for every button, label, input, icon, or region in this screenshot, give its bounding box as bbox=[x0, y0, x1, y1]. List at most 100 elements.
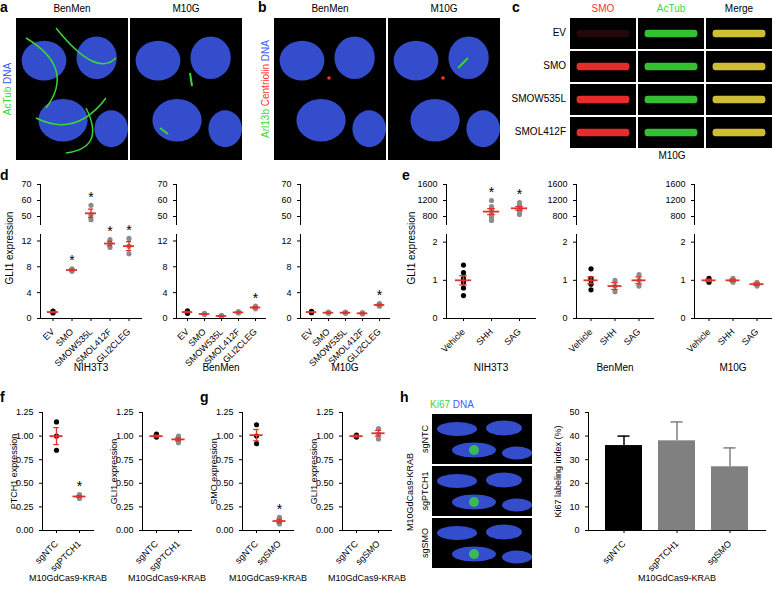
svg-text:1: 1 bbox=[680, 275, 685, 285]
svg-text:2: 2 bbox=[680, 237, 685, 247]
svg-text:SMO: SMO bbox=[310, 326, 332, 349]
svg-text:*: * bbox=[277, 501, 283, 517]
svg-text:60: 60 bbox=[157, 195, 167, 205]
svg-text:0: 0 bbox=[162, 313, 167, 323]
svg-text:1: 1 bbox=[562, 275, 567, 285]
svg-text:0: 0 bbox=[286, 313, 291, 323]
svg-text:1600: 1600 bbox=[665, 179, 685, 189]
svg-text:Ki67 labeling index (%): Ki67 labeling index (%) bbox=[553, 425, 563, 517]
svg-text:70: 70 bbox=[281, 179, 291, 189]
svg-text:sgSMO: sgSMO bbox=[354, 539, 382, 567]
svg-text:0: 0 bbox=[574, 525, 579, 535]
svg-text:*: * bbox=[253, 290, 259, 306]
svg-text:4: 4 bbox=[26, 288, 31, 298]
svg-text:0: 0 bbox=[432, 313, 437, 323]
svg-text:SHH: SHH bbox=[716, 327, 737, 348]
svg-text:1200: 1200 bbox=[417, 195, 437, 205]
svg-text:*: * bbox=[377, 287, 383, 303]
svg-text:sgPTCH1: sgPTCH1 bbox=[48, 539, 83, 574]
svg-text:8: 8 bbox=[286, 262, 291, 272]
svg-text:SAG: SAG bbox=[740, 327, 761, 348]
svg-text:SMOW535L: SMOW535L bbox=[183, 326, 225, 369]
svg-text:4: 4 bbox=[162, 288, 167, 298]
svg-text:SMOL412F: SMOL412F bbox=[326, 326, 366, 367]
svg-text:Vehicle: Vehicle bbox=[439, 327, 467, 355]
svg-text:10: 10 bbox=[569, 502, 579, 512]
svg-text:800: 800 bbox=[552, 211, 567, 221]
svg-text:0.00: 0.00 bbox=[116, 525, 134, 535]
svg-text:SMO expression: SMO expression bbox=[209, 438, 219, 505]
svg-text:1600: 1600 bbox=[547, 179, 567, 189]
svg-text:1200: 1200 bbox=[547, 195, 567, 205]
svg-text:0.00: 0.00 bbox=[216, 525, 234, 535]
svg-text:70: 70 bbox=[21, 179, 31, 189]
svg-text:sgPTCH1: sgPTCH1 bbox=[147, 539, 182, 574]
svg-text:0.00: 0.00 bbox=[316, 525, 334, 535]
svg-text:60: 60 bbox=[281, 195, 291, 205]
svg-text:2: 2 bbox=[562, 237, 567, 247]
svg-text:GLI2CLEG: GLI2CLEG bbox=[221, 327, 259, 365]
svg-text:sgNTC: sgNTC bbox=[333, 538, 360, 566]
svg-text:GLI1 expression: GLI1 expression bbox=[309, 439, 319, 505]
svg-text:SMO: SMO bbox=[53, 326, 76, 349]
svg-text:SHH: SHH bbox=[598, 327, 619, 348]
svg-text:SAG: SAG bbox=[502, 327, 523, 348]
svg-text:SMOW535L: SMOW535L bbox=[307, 326, 349, 369]
svg-text:*: * bbox=[489, 184, 495, 200]
svg-text:1200: 1200 bbox=[665, 195, 685, 205]
svg-text:sgNTC: sgNTC bbox=[601, 538, 628, 565]
svg-text:8: 8 bbox=[162, 262, 167, 272]
svg-text:SMOW535L: SMOW535L bbox=[52, 326, 95, 369]
svg-text:30: 30 bbox=[569, 455, 579, 465]
svg-text:50: 50 bbox=[281, 211, 291, 221]
svg-text:50: 50 bbox=[21, 211, 31, 221]
svg-text:SMO: SMO bbox=[186, 326, 208, 349]
svg-text:Vehicle: Vehicle bbox=[567, 327, 595, 355]
svg-text:1: 1 bbox=[432, 275, 437, 285]
svg-text:1.25: 1.25 bbox=[216, 407, 234, 417]
svg-text:1600: 1600 bbox=[417, 179, 437, 189]
svg-text:GLI2CLEG: GLI2CLEG bbox=[345, 327, 383, 365]
svg-text:0: 0 bbox=[680, 313, 685, 323]
svg-text:*: * bbox=[88, 189, 94, 205]
svg-text:SAG: SAG bbox=[622, 327, 643, 348]
svg-text:*: * bbox=[107, 223, 113, 239]
svg-text:1.25: 1.25 bbox=[116, 407, 134, 417]
svg-text:sgPTCH1: sgPTCH1 bbox=[646, 539, 681, 574]
svg-text:60: 60 bbox=[21, 195, 31, 205]
svg-text:SMOL412F: SMOL412F bbox=[202, 326, 242, 367]
svg-text:12: 12 bbox=[21, 236, 31, 246]
svg-text:800: 800 bbox=[422, 211, 437, 221]
svg-text:sgSMO: sgSMO bbox=[705, 539, 733, 567]
svg-text:sgNTC: sgNTC bbox=[33, 538, 60, 566]
svg-text:0: 0 bbox=[26, 313, 31, 323]
svg-text:*: * bbox=[77, 478, 83, 494]
svg-text:1.25: 1.25 bbox=[316, 407, 334, 417]
svg-text:GLI2CLEG: GLI2CLEG bbox=[94, 327, 132, 365]
svg-text:0: 0 bbox=[562, 313, 567, 323]
svg-text:12: 12 bbox=[157, 236, 167, 246]
svg-text:20: 20 bbox=[569, 478, 579, 488]
svg-text:SHH: SHH bbox=[474, 327, 495, 348]
svg-text:*: * bbox=[126, 222, 132, 238]
svg-text:SMOL412F: SMOL412F bbox=[73, 326, 114, 367]
svg-text:12: 12 bbox=[281, 236, 291, 246]
svg-text:2: 2 bbox=[432, 237, 437, 247]
svg-text:*: * bbox=[69, 252, 75, 268]
svg-text:40: 40 bbox=[569, 431, 579, 441]
svg-text:*: * bbox=[517, 186, 523, 202]
svg-text:50: 50 bbox=[569, 407, 579, 417]
svg-text:sgNTC: sgNTC bbox=[233, 538, 260, 566]
svg-text:GLI1 expression: GLI1 expression bbox=[109, 439, 119, 505]
svg-text:1.25: 1.25 bbox=[16, 407, 34, 417]
svg-text:800: 800 bbox=[670, 211, 685, 221]
svg-text:Vehicle: Vehicle bbox=[685, 327, 713, 355]
svg-text:PTCH1 expression: PTCH1 expression bbox=[9, 434, 19, 510]
svg-text:0.00: 0.00 bbox=[16, 525, 34, 535]
svg-text:50: 50 bbox=[157, 211, 167, 221]
svg-text:sgSMO: sgSMO bbox=[255, 539, 283, 567]
svg-text:sgNTC: sgNTC bbox=[133, 538, 160, 566]
svg-text:70: 70 bbox=[157, 179, 167, 189]
svg-text:8: 8 bbox=[26, 262, 31, 272]
svg-text:4: 4 bbox=[286, 288, 291, 298]
